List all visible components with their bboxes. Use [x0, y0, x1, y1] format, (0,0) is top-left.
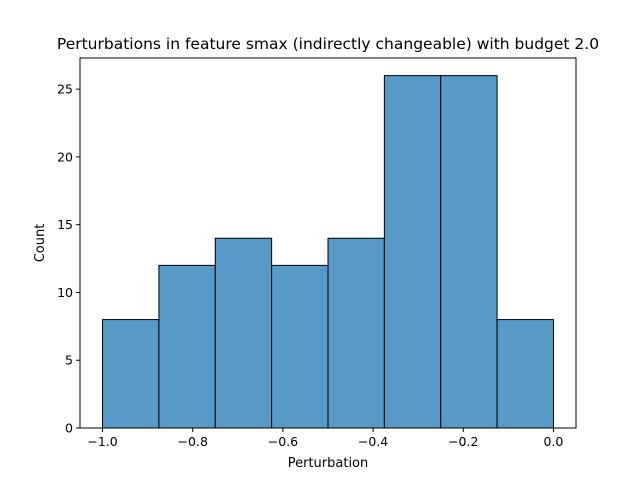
histogram-bar: [271, 264, 329, 429]
x-tick-label: −0.8: [178, 434, 208, 449]
x-axis-ticks: −1.0 −0.8 −0.6 −0.4 −0.2 0.0: [87, 428, 563, 449]
bars-group: [102, 75, 554, 429]
x-axis-label: Perturbation: [288, 456, 369, 471]
x-tick-label: −0.2: [448, 434, 478, 449]
histogram-bar: [102, 319, 160, 429]
chart-title: Perturbations in feature smax (indirectl…: [57, 35, 599, 53]
y-tick-label: 5: [65, 353, 73, 368]
histogram-bar: [214, 237, 273, 429]
y-tick-label: 10: [57, 285, 73, 300]
y-tick-label: 0: [65, 421, 73, 436]
x-tick-label: −0.4: [358, 434, 388, 449]
histogram-bar: [158, 264, 216, 429]
y-tick-label: 25: [57, 82, 73, 97]
histogram-bar: [440, 75, 498, 429]
x-tick-label: 0.0: [544, 434, 564, 449]
histogram-bar: [496, 319, 554, 429]
histogram-bar: [383, 75, 442, 429]
y-tick-label: 15: [57, 217, 73, 232]
x-tick-label: −0.6: [268, 434, 298, 449]
y-axis-ticks: 0 5 10 15 20 25: [57, 82, 80, 436]
y-tick-label: 20: [57, 149, 73, 164]
histogram-bar: [327, 237, 385, 429]
y-axis-label: Count: [33, 224, 48, 263]
x-tick-label: −1.0: [87, 434, 117, 449]
plot-frame: [79, 57, 577, 429]
